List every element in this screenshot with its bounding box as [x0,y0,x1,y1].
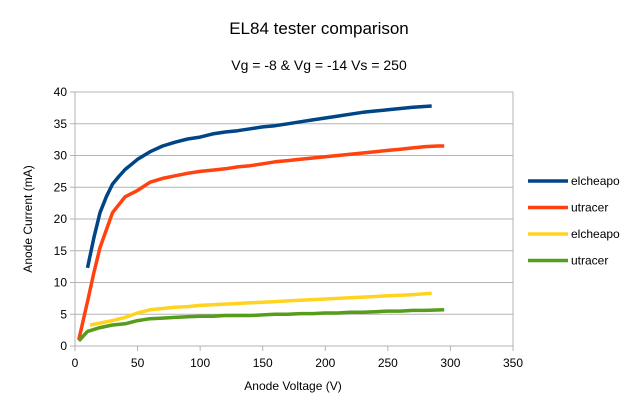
x-tick-label: 300 [440,356,460,370]
series-line-3 [89,291,432,327]
x-tick-label: 200 [315,356,335,370]
y-tick-label: 20 [54,212,68,226]
y-tick-label: 35 [54,117,68,131]
legend-label: utracer [571,254,608,268]
series-line-4 [77,308,445,343]
x-tick-label: 350 [503,356,523,370]
x-tick-label: 150 [253,356,273,370]
grid-layer [75,91,513,347]
y-tick-label: 15 [54,244,68,258]
axis-layer: 0 5 10 15 20 25 30 35 40 0 50 100 150 200 250 300 350 [54,85,524,370]
x-tick-label: 250 [378,356,398,370]
y-tick-label: 40 [54,85,68,99]
x-tick-label: 0 [72,356,79,370]
legend-label: utracer [571,201,608,215]
legend: elcheapo utracer elcheapo utracer [528,174,620,268]
y-axis-label: Anode Current (mA) [21,165,35,272]
y-tick-label: 10 [54,276,68,290]
chart-subtitle: Vg = -8 & Vg = -14 Vs = 250 [231,57,407,73]
x-axis-label: Anode Voltage (V) [244,379,341,393]
chart-title: EL84 tester comparison [229,19,409,38]
series-line-2 [77,144,445,340]
legend-label: elcheapo [571,227,620,241]
y-tick-label: 5 [60,307,67,321]
x-tick-label: 50 [131,356,145,370]
legend-label: elcheapo [571,174,620,188]
y-tick-label: 0 [60,339,67,353]
x-tick-label: 100 [190,356,210,370]
series-layer [77,104,445,343]
y-tick-label: 25 [54,180,68,194]
y-tick-label: 30 [54,149,68,163]
series-line-1 [85,104,432,269]
